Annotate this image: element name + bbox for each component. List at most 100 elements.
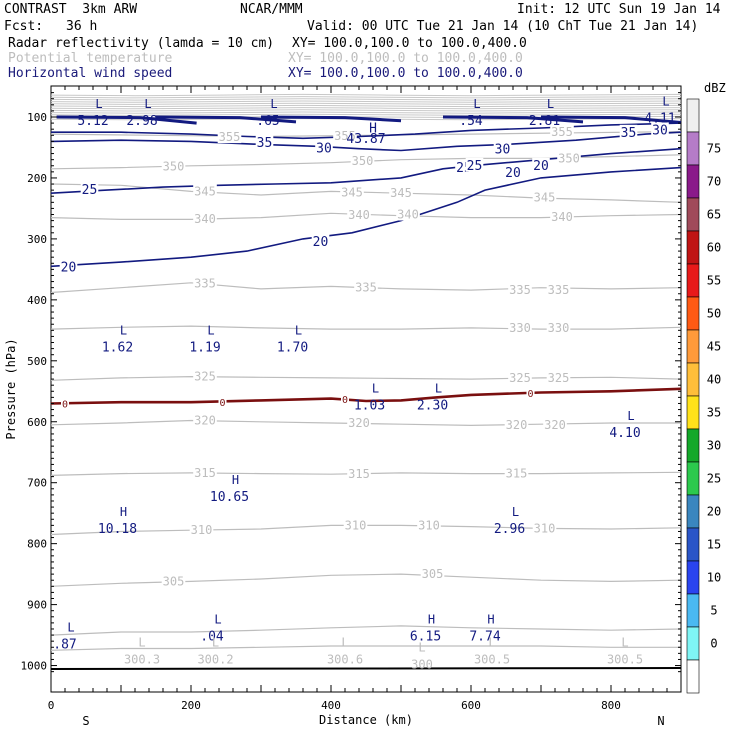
upper-theta-line [50, 98, 682, 101]
org-title: NCAR/MMM [240, 2, 303, 17]
theta-label-bg [532, 190, 557, 204]
wind-contour-25 [50, 147, 682, 194]
theta-label: 325 [509, 371, 531, 385]
zero-label: 0 [342, 395, 348, 406]
theta-label: 320 [348, 416, 370, 430]
extremum-kind: L [662, 94, 669, 108]
wind-label-bg [619, 124, 638, 139]
theta-label-bg [193, 413, 217, 427]
colorbar-level: 20 [707, 505, 721, 519]
theta-label-bg [340, 185, 364, 199]
wind-label-bg [80, 182, 99, 197]
extremum-value: 1.70 [277, 341, 308, 356]
extremum-value: 1.19 [189, 341, 220, 356]
extremum-value: 10.18 [98, 522, 137, 537]
wind-label-bg [493, 141, 512, 156]
y-axis-title: Pressure (hPa) [4, 338, 18, 439]
extremum-value: 5.12 [77, 114, 108, 129]
theta-label: 325 [194, 370, 216, 384]
zero-label: 0 [219, 398, 225, 409]
theta-label: 340 [397, 208, 419, 222]
extremum-value: 1.03 [354, 398, 385, 413]
upper-theta-line [50, 109, 682, 112]
surface-value: 300 [411, 657, 433, 671]
zero-label-bg [61, 398, 69, 410]
colorbar-swatch [686, 560, 700, 595]
jet-band [50, 93, 682, 125]
theta-label-bg [333, 128, 357, 142]
surface-kind: L [341, 635, 348, 649]
wind-label-bg [651, 122, 669, 137]
theta-label-bg [504, 466, 529, 480]
zero-label-bg [526, 388, 535, 400]
wind-label: 20 [61, 261, 77, 276]
theta-label-bg [550, 125, 574, 139]
theta-label-bg [546, 320, 571, 334]
x-end-left: S [82, 714, 89, 728]
theta-contour-355 [50, 131, 682, 138]
extremum-value: 4.10 [609, 426, 640, 441]
theta-label: 335 [548, 283, 570, 297]
theta-label-bg [532, 521, 557, 535]
theta-contour-unlabeled-11 [50, 625, 682, 636]
theta-label-bg [193, 184, 217, 198]
theta-label: 315 [506, 467, 528, 481]
colorbar-level: 25 [707, 472, 721, 486]
surface-value: 300.5 [474, 652, 510, 666]
theta-label: 330 [548, 321, 570, 335]
theta-label: 320 [506, 418, 528, 432]
surface-value: 300.2 [197, 652, 233, 666]
colorbar-swatch [686, 494, 700, 529]
theta-contour-345 [50, 183, 682, 203]
wind-label: 25 [467, 159, 483, 174]
jet-band-segment [56, 115, 197, 125]
surface-value: 300.3 [124, 652, 160, 666]
theta-label: 345 [534, 191, 556, 205]
theta-label: 320 [544, 418, 566, 432]
zero-line [50, 387, 682, 405]
wind-label-bg [311, 233, 330, 248]
theta-label-bg [161, 159, 186, 173]
colorbar-swatch [686, 197, 700, 232]
y-tick-label: 800 [27, 538, 47, 551]
theta-label: 335 [194, 276, 216, 290]
extremum-kind: L [372, 381, 379, 395]
theta-label: 340 [551, 210, 573, 224]
wind-label-bg [59, 259, 78, 274]
jet-band-segment [155, 115, 297, 124]
jet-band-segment [260, 115, 402, 123]
extremum-value: 6.15 [410, 629, 441, 644]
theta-label-bg [193, 369, 217, 383]
colorbar-swatch [686, 230, 700, 265]
extremum-kind: L [435, 381, 442, 395]
colorbar-level: 55 [707, 274, 721, 288]
extremum-value: 2.96 [494, 522, 525, 537]
y-tick-label: 1000 [21, 660, 48, 673]
colorbar-swatch [686, 461, 700, 496]
field-wind: Horizontal wind speed [8, 66, 173, 81]
theta-label-bg [508, 283, 532, 297]
colorbar-level: 45 [707, 340, 721, 354]
colorbar-level: 0 [710, 637, 717, 651]
surface-kind: L [488, 635, 495, 649]
x-axis-title: Distance (km) [319, 713, 413, 727]
surface-kind: L [212, 635, 219, 649]
extremum-kind: L [547, 97, 554, 111]
wind-label: 35 [621, 126, 637, 141]
surface-kind: L [418, 640, 425, 654]
upper-theta-line [50, 111, 682, 114]
field-theta: Potential temperature [8, 51, 173, 66]
colorbar-swatch [686, 395, 700, 430]
zero-label: 0 [62, 400, 68, 411]
y-tick-label: 600 [27, 416, 47, 429]
valid-time: Valid: 00 UTC Tue 21 Jan 14 (10 ChT Tue … [307, 19, 699, 34]
colorbar-level: 75 [707, 142, 721, 156]
theta-label: 355 [334, 129, 356, 143]
colorbar: dBZ 0 5 10 15 20 25 30 35 40 45 50 55 60 65 70 75 [686, 81, 726, 694]
theta-label-bg [508, 320, 532, 334]
extremum-kind: H [428, 612, 435, 626]
theta-label: 310 [191, 523, 213, 537]
upper-theta-line [50, 113, 682, 116]
theta-label: 315 [348, 467, 370, 481]
colorbar-swatch [686, 263, 700, 298]
